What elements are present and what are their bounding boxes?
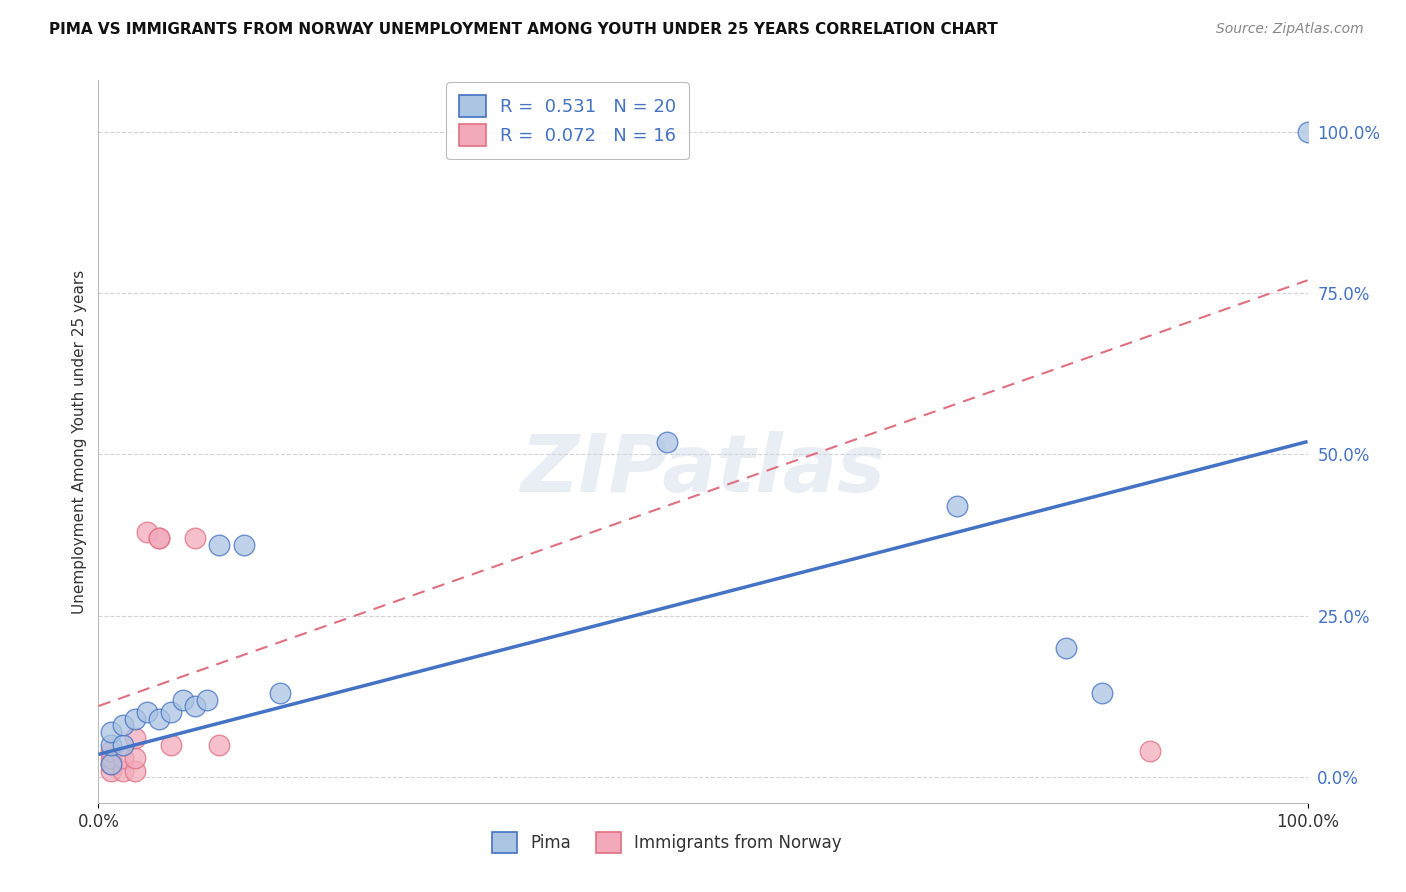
Point	[100, 744, 122, 758]
Point	[111, 738, 134, 752]
Point	[111, 718, 134, 732]
Point	[124, 712, 146, 726]
Point	[1091, 686, 1114, 700]
Point	[946, 499, 969, 513]
Text: Source: ZipAtlas.com: Source: ZipAtlas.com	[1216, 22, 1364, 37]
Point	[269, 686, 291, 700]
Point	[232, 538, 254, 552]
Point	[100, 724, 122, 739]
Point	[160, 738, 183, 752]
Point	[1296, 125, 1319, 139]
Point	[160, 706, 183, 720]
Point	[208, 738, 231, 752]
Point	[135, 706, 157, 720]
Point	[172, 692, 194, 706]
Point	[100, 750, 122, 764]
Y-axis label: Unemployment Among Youth under 25 years: Unemployment Among Youth under 25 years	[72, 269, 87, 614]
Point	[111, 750, 134, 764]
Point	[184, 699, 207, 714]
Point	[100, 738, 122, 752]
Point	[148, 712, 170, 726]
Legend: Pima, Immigrants from Norway: Pima, Immigrants from Norway	[485, 826, 848, 860]
Point	[124, 750, 146, 764]
Point	[124, 731, 146, 746]
Point	[111, 764, 134, 778]
Point	[100, 764, 122, 778]
Point	[124, 764, 146, 778]
Point	[655, 434, 678, 449]
Point	[100, 757, 122, 772]
Point	[148, 531, 170, 545]
Point	[135, 524, 157, 539]
Point	[1139, 744, 1161, 758]
Point	[1054, 640, 1077, 655]
Point	[100, 757, 122, 772]
Text: PIMA VS IMMIGRANTS FROM NORWAY UNEMPLOYMENT AMONG YOUTH UNDER 25 YEARS CORRELATI: PIMA VS IMMIGRANTS FROM NORWAY UNEMPLOYM…	[49, 22, 998, 37]
Point	[184, 531, 207, 545]
Point	[148, 531, 170, 545]
Point	[195, 692, 218, 706]
Text: ZIPatlas: ZIPatlas	[520, 432, 886, 509]
Point	[208, 538, 231, 552]
